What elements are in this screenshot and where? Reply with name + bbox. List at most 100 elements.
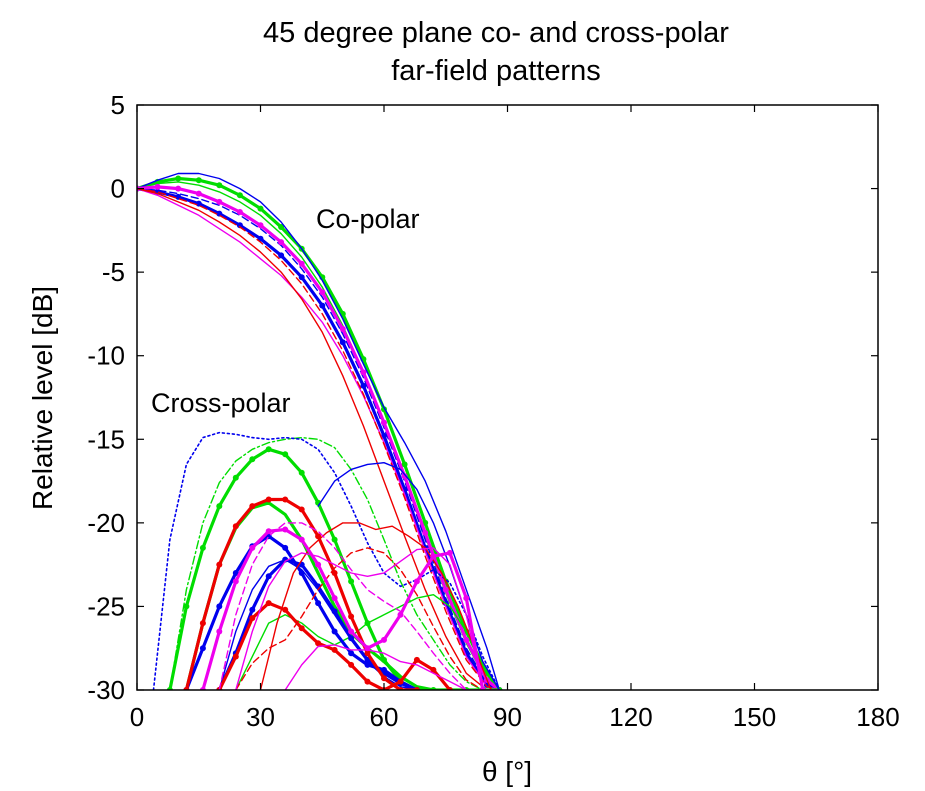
co-polar-series-point [236, 222, 243, 229]
co-polar-series-point [442, 586, 449, 593]
co-polar-series-line-7 [137, 187, 500, 690]
cross-polar-series-point [216, 561, 223, 568]
cross-polar-series-point [232, 570, 239, 576]
y-tick-label: -15 [87, 424, 125, 454]
cross-polar-series-point [430, 666, 437, 673]
cross-polar-series-point [446, 549, 453, 556]
cross-polar-series-line-23 [235, 547, 484, 690]
cross-polar-series-point [232, 523, 239, 530]
cross-polar-series-point [348, 613, 355, 620]
co-polar-series-point [381, 419, 387, 426]
cross-polar-series-point [381, 636, 387, 643]
y-tick-label: 0 [111, 174, 125, 204]
co-polar-series-point [175, 175, 182, 182]
x-tick-label: 0 [130, 702, 144, 732]
co-polar-series-point [216, 198, 223, 205]
cross-polar-series-point [265, 573, 272, 580]
cross-polar-series-point [364, 650, 371, 657]
cross-polar-series-point [199, 645, 206, 652]
cross-polar-series-point [348, 628, 355, 635]
cross-polar-series-point [232, 474, 239, 481]
co-polar-series-point [216, 182, 223, 189]
cross-polar-series-point [249, 606, 256, 613]
co-polar-series-point [298, 274, 305, 281]
cross-polar-series-line-21 [235, 547, 484, 690]
chart-title-line-1: 45 degree plane co- and cross-polar [263, 17, 729, 49]
co-polar-series-line-5 [137, 185, 501, 690]
cross-polar-series-point [331, 646, 338, 653]
co-polar-series-point [195, 200, 202, 207]
cross-polar-series-point [199, 620, 206, 627]
co-polar-series-point [236, 192, 243, 199]
co-polar-series-line-3 [137, 172, 500, 690]
cross-polar-series-line-25 [284, 644, 500, 690]
y-tick-label: 5 [111, 90, 125, 120]
co-polar-series-point [216, 210, 223, 217]
co-polar-series-point [381, 432, 387, 439]
cross-polar-series-point [364, 656, 371, 663]
cross-polar-series-point [298, 469, 305, 476]
y-tick-label: -10 [87, 341, 125, 371]
co-polar-series-point [236, 209, 243, 215]
cross-polar-series-point [315, 600, 322, 607]
cross-polar-series-point [249, 503, 256, 510]
y-axis-label: Relative level [dB] [27, 286, 58, 510]
cross-polar-series-point [216, 628, 223, 635]
y-tick-label: -25 [87, 591, 125, 621]
cross-polar-series-point [413, 656, 420, 663]
co-polar-series-point [339, 339, 346, 346]
co-polar-series-point [278, 239, 285, 246]
cross-polar-series-point [232, 653, 239, 660]
cross-polar-series-point [331, 570, 338, 576]
co-polar-series-point [195, 190, 202, 197]
co-polar-series-line-8 [137, 187, 500, 690]
cross-polar-series-line-24 [218, 522, 467, 690]
cross-polar-series-point [397, 611, 404, 618]
x-tick-label: 180 [856, 702, 899, 732]
cross-polar-series-point [331, 536, 338, 543]
x-tick-label: 90 [493, 702, 522, 732]
co-polar-series-point [278, 252, 285, 259]
cross-polar-series-point [315, 533, 322, 540]
y-tick-label: -30 [87, 675, 125, 705]
cross-polar-series-point [265, 496, 272, 503]
cross-polar-series-point [216, 603, 223, 610]
cross-polar-series-point [249, 456, 256, 463]
cross-polar-annotation: Cross-polar [151, 388, 291, 418]
cross-polar-series-point [298, 506, 305, 513]
co-polar-series-point [463, 636, 470, 643]
co-polar-series-point [401, 473, 408, 480]
co-polar-series-point [360, 382, 367, 389]
co-polar-series-point [422, 529, 429, 536]
cross-polar-series-point [282, 526, 289, 533]
cross-polar-series-line-12 [235, 594, 500, 690]
co-polar-series-line-6 [137, 187, 500, 690]
co-polar-series-point [319, 302, 326, 309]
cross-polar-series-line-11 [169, 436, 500, 690]
co-polar-series-point [195, 177, 202, 184]
cross-polar-series-point [265, 600, 272, 607]
cross-polar-series-line-16 [317, 462, 500, 690]
x-tick-label: 150 [733, 702, 776, 732]
cross-polar-series-point [216, 503, 223, 510]
cross-polar-series-point [381, 675, 387, 682]
cross-polar-series-point [430, 553, 437, 560]
cross-polar-series-point [298, 536, 305, 543]
series-layer [137, 172, 503, 690]
cross-polar-series-point [249, 615, 256, 622]
co-polar-series-point [257, 222, 264, 229]
cross-polar-series-point [282, 451, 289, 458]
co-polar-series-line-2 [137, 187, 501, 690]
cross-polar-series-point [348, 650, 355, 657]
cross-polar-series-point [282, 544, 289, 551]
cross-polar-series-point [282, 496, 289, 503]
tick-layer: 0 30 60 90 120 150 180 5 0 -5 -10 -15 -20 -25 -30 [87, 90, 899, 732]
co-polar-series-line-4 [137, 187, 500, 690]
cross-polar-series-point [348, 578, 355, 585]
cross-polar-series-point [232, 578, 239, 585]
co-polar-series-point [319, 289, 326, 296]
co-polar-series-point [339, 326, 346, 332]
cross-polar-series-point [199, 544, 206, 551]
cross-polar-series-point [315, 561, 322, 568]
